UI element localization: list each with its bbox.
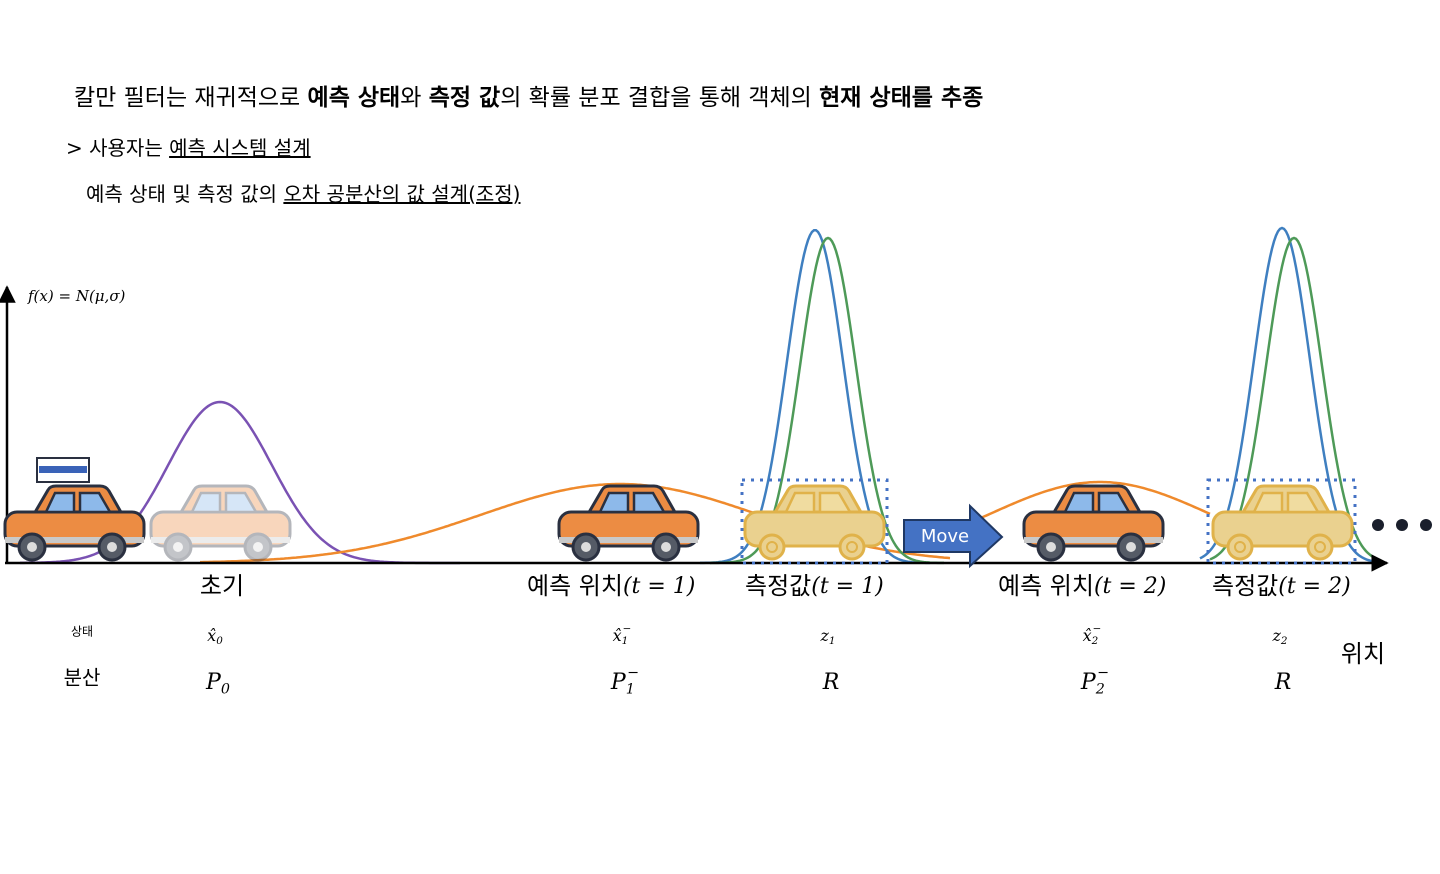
symbol-sub: 0 — [216, 635, 223, 647]
symbol-sup: − — [1093, 623, 1102, 635]
symbol-sub: 1 — [622, 635, 629, 647]
car-faded — [151, 486, 290, 560]
move-arrow — [903, 503, 1004, 569]
symbol-sub: 0 — [221, 682, 230, 698]
stage-time: (t = 1) — [811, 574, 883, 599]
state-symbol: x̂0 — [207, 626, 223, 647]
distribution-curve — [700, 228, 930, 565]
stage-time: (t = 2) — [1278, 574, 1350, 599]
symbol-base: z — [819, 626, 829, 645]
state-label: 상태 — [71, 625, 93, 639]
measure-box — [740, 478, 889, 565]
variance-symbol: P2− — [1080, 665, 1109, 698]
x-axis-label: 위치 — [1341, 640, 1385, 668]
symbol-sup: − — [623, 623, 632, 635]
stage-name: 측정값 — [1212, 572, 1278, 600]
stage-name: 초기 — [200, 572, 244, 600]
symbol-base: x̂ — [613, 626, 622, 645]
dot — [1372, 519, 1384, 531]
stage-name: 예측 위치 — [998, 572, 1094, 600]
symbol-base: P — [610, 670, 627, 695]
symbol-sub: 1 — [829, 635, 836, 647]
symbol-sup: − — [627, 665, 639, 681]
variance-symbol: R — [1274, 670, 1292, 695]
y-axis-label: f(x) = N(μ,σ) — [27, 287, 126, 305]
symbol-base: P — [205, 670, 222, 695]
stage-name: 측정값 — [745, 572, 811, 600]
variance-symbol: R — [822, 670, 840, 695]
state-symbol: x̂1− — [613, 623, 632, 647]
car — [1024, 486, 1163, 560]
symbol-sup: − — [1097, 665, 1109, 681]
dot — [1420, 519, 1432, 531]
state-symbol: x̂2− — [1083, 623, 1102, 647]
line2: 예측 상태 및 측정 값의 오차 공분산의 값 설계(조정) — [86, 182, 520, 206]
dot — [1396, 519, 1408, 531]
state-symbol: z1 — [819, 626, 835, 647]
distribution-curve — [709, 236, 944, 565]
variance-symbol: P1− — [610, 665, 639, 698]
state-symbol: z2 — [1271, 626, 1287, 647]
stage-time: (t = 2) — [1094, 574, 1166, 599]
stage-name: 예측 위치 — [527, 572, 623, 600]
stage-label: 측정값(t = 2) — [1212, 572, 1351, 600]
symbol-base: R — [1274, 670, 1292, 695]
car — [559, 486, 698, 560]
symbol-sub: 2 — [1091, 635, 1099, 647]
luggage-stripe — [39, 466, 87, 473]
symbol-sub: 1 — [626, 682, 635, 698]
symbol-base: R — [822, 670, 840, 695]
stage-label: 측정값(t = 1) — [745, 572, 884, 600]
symbol-base: x̂ — [207, 626, 216, 645]
stage-label: 초기 — [200, 572, 244, 600]
title: 칼만 필터는 재귀적으로 예측 상태와 측정 값의 확률 분포 결합을 통해 객… — [74, 85, 983, 111]
stage-label: 예측 위치(t = 2) — [998, 572, 1166, 600]
measure-box — [1206, 478, 1357, 565]
symbol-base: P — [1080, 670, 1097, 695]
symbol-sub: 2 — [1280, 635, 1288, 647]
line1: > 사용자는 예측 시스템 설계 — [66, 136, 311, 160]
car-measured — [1211, 484, 1354, 561]
symbol-base: z — [1271, 626, 1281, 645]
variance-label: 분산 — [64, 666, 101, 690]
car — [5, 486, 144, 560]
distribution-curve — [949, 480, 1211, 533]
variance-symbol: P0 — [205, 670, 230, 698]
symbol-sub: 2 — [1095, 682, 1105, 698]
stage-time: (t = 1) — [623, 574, 695, 599]
symbol-base: x̂ — [1083, 626, 1092, 645]
move-label: Move — [921, 526, 969, 547]
stage-label: 예측 위치(t = 1) — [527, 572, 695, 600]
